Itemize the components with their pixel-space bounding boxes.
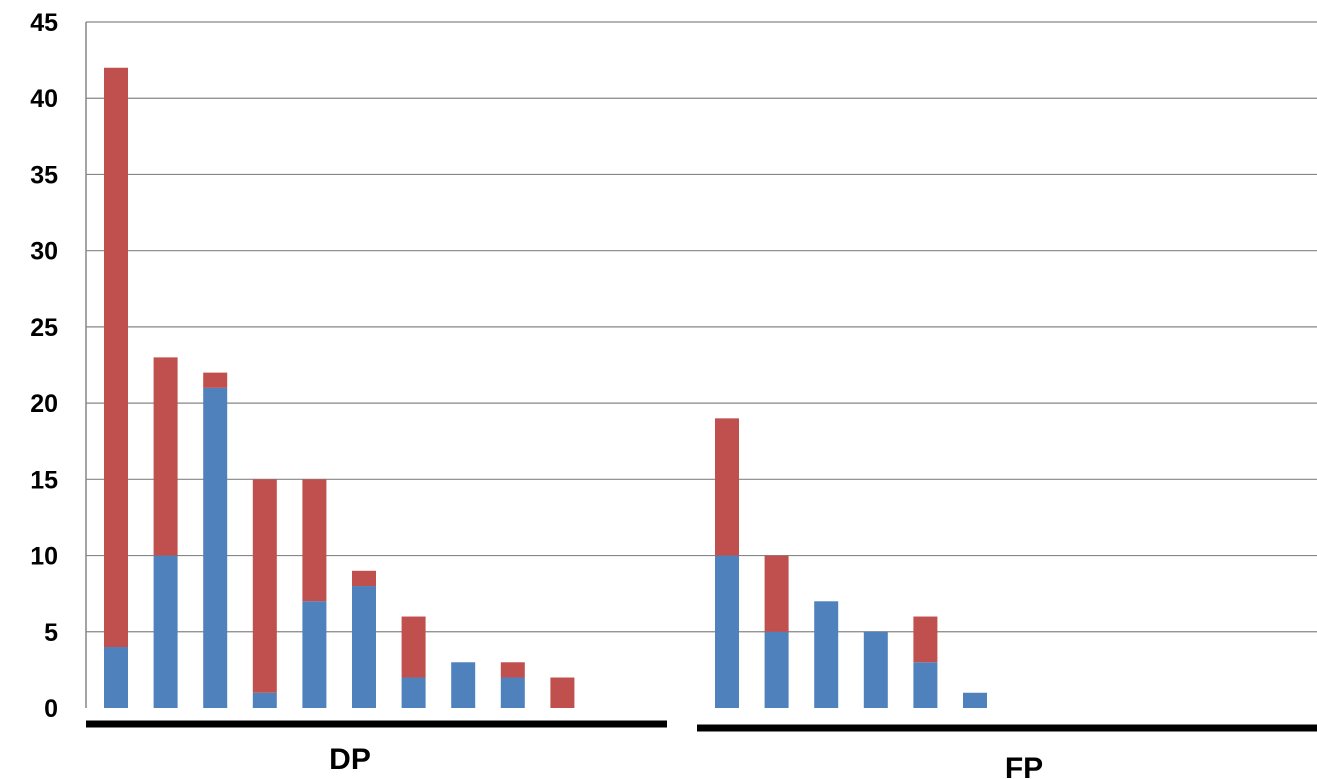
group-label-dp: DP bbox=[329, 743, 371, 776]
y-tick-label: 45 bbox=[30, 9, 58, 37]
bar-segment-red bbox=[252, 479, 277, 693]
bar-segment-blue bbox=[252, 692, 277, 708]
bar-segment-blue bbox=[814, 601, 839, 708]
grid-lines bbox=[85, 21, 1317, 708]
bar-segment-red bbox=[153, 357, 178, 556]
bar-segment-blue bbox=[104, 647, 128, 708]
y-axis-tick-labels: 0 5 10 15 20 25 30 35 40 45 bbox=[30, 9, 58, 723]
x-axis-group-labels: DP FP bbox=[329, 743, 1043, 779]
bar-segment-red bbox=[500, 662, 525, 678]
bar-segment-blue bbox=[352, 586, 376, 708]
bar-segment-red bbox=[352, 570, 376, 587]
bar-segment-red bbox=[203, 372, 228, 388]
bar-segment-red bbox=[550, 677, 575, 708]
bar-segment-red bbox=[302, 479, 327, 602]
y-tick-label: 5 bbox=[44, 619, 58, 647]
bar-segment-blue bbox=[500, 677, 525, 708]
x-axis-group-underlines bbox=[86, 720, 1317, 732]
bar-segment-blue bbox=[401, 677, 426, 708]
y-tick-label: 40 bbox=[30, 85, 58, 113]
bar-segment-red bbox=[104, 67, 128, 648]
bar-segment-blue bbox=[764, 631, 789, 708]
y-tick-label: 10 bbox=[30, 543, 58, 571]
bar-segment-red bbox=[401, 616, 426, 678]
bar-segment-blue bbox=[153, 555, 178, 708]
y-tick-label: 15 bbox=[30, 466, 58, 494]
bar-segment-blue bbox=[863, 631, 888, 708]
bar-segment-red bbox=[715, 418, 739, 556]
bar-segment-blue bbox=[203, 387, 228, 708]
bar-segment-red bbox=[764, 555, 789, 632]
y-tick-label: 0 bbox=[44, 695, 58, 723]
y-tick-label: 30 bbox=[30, 238, 58, 266]
bar-segment-red bbox=[913, 616, 938, 663]
bar-segment-blue bbox=[913, 662, 938, 708]
y-tick-label: 35 bbox=[30, 161, 58, 189]
bar-segment-blue bbox=[963, 692, 987, 708]
group-label-fp: FP bbox=[1005, 752, 1043, 779]
y-tick-label: 20 bbox=[30, 390, 58, 418]
bar-segment-blue bbox=[302, 601, 327, 708]
bar-segment-blue bbox=[715, 555, 739, 708]
bar-segment-blue bbox=[451, 662, 476, 708]
y-tick-label: 25 bbox=[30, 314, 58, 342]
bars bbox=[104, 67, 987, 708]
